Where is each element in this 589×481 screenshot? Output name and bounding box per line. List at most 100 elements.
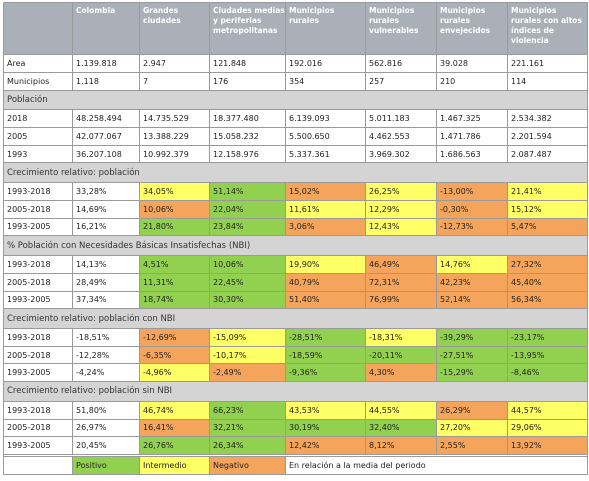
table-cell: 15,12% — [507, 199, 588, 219]
table-row: 2005-2018 -12,28% -6,35% -10,17% -18,59% -20,… — [3, 345, 588, 365]
table-cell: -18,59% — [285, 345, 366, 365]
legend-note: En relación a la media del periodo — [285, 455, 588, 476]
table-row: Área 1.139.818 2.947 121.848 192.016 562.816 3… — [3, 54, 588, 73]
table-cell: -15,09% — [209, 327, 286, 347]
table-cell: 14,76% — [436, 254, 508, 274]
table-row: 1993-2005 37,34% 18,74% 30,30% 51,40% 76,99% 5… — [3, 290, 588, 310]
table-row: 1993-2018 51,80% 46,74% 66,23% 43,53% 44,55% 2… — [3, 400, 588, 420]
table-cell: 1.139.818 — [72, 54, 140, 73]
table-cell: 40,79% — [285, 272, 366, 292]
table-cell: -18,51% — [72, 327, 140, 347]
legend-intermediate: Intermedio — [139, 455, 210, 476]
table-cell: -6,35% — [139, 345, 210, 365]
table-cell: 19,90% — [285, 254, 366, 274]
table-cell: 44,55% — [365, 400, 437, 420]
table-cell: 1.471.786 — [436, 126, 508, 146]
table-cell: 30,19% — [285, 418, 366, 438]
table-cell: -8,46% — [507, 363, 588, 383]
table-cell: 27,20% — [436, 418, 508, 438]
table-cell: 3,06% — [285, 217, 366, 237]
table-row: 2005-2018 14,69% 10,06% 22,04% 11,61% 12,29% -… — [3, 199, 588, 219]
table-cell: -27,51% — [436, 345, 508, 365]
header-cell-grandes-ciudades: Grandes ciudades — [139, 2, 210, 55]
table-cell: -4,24% — [72, 363, 140, 383]
table-cell: 562.816 — [365, 54, 437, 73]
section-title: % Población con Necesidades Básicas Insa… — [3, 235, 588, 256]
row-label: Municipios — [3, 71, 73, 91]
row-label: 1993-2005 — [3, 290, 73, 310]
table-cell: 7 — [139, 71, 210, 91]
row-label: 2005-2018 — [3, 199, 73, 219]
table-cell: 1.118 — [72, 71, 140, 91]
row-label: 1993 — [3, 144, 73, 164]
header-row: Colombia Grandes ciudades Ciudades media… — [3, 2, 588, 55]
table-cell: 29,06% — [507, 418, 588, 438]
table-row: 1993-2018 -18,51% -12,69% -15,09% -28,51% -18… — [3, 327, 588, 347]
table-cell: 30,30% — [209, 290, 286, 310]
table-row: 2005-2018 28,49% 11,31% 22,45% 40,79% 72,31% 4… — [3, 272, 588, 292]
table-cell: 2.947 — [139, 54, 210, 73]
table-cell: 51,14% — [209, 182, 286, 201]
table-cell: 45,40% — [507, 272, 588, 292]
table-cell: 42.077.067 — [72, 126, 140, 146]
table-cell: -0,30% — [436, 199, 508, 219]
table-cell: 4,30% — [365, 363, 437, 383]
table-cell: 21,41% — [507, 182, 588, 201]
table-cell: 46,74% — [139, 400, 210, 420]
table-row: 1993-2018 14,13% 4,51% 10,06% 19,90% 46,49% 14… — [3, 254, 588, 274]
table-cell: -4,96% — [139, 363, 210, 383]
table-row: 2005-2018 26,97% 16,41% 32,21% 30,19% 32,40% 2… — [3, 418, 588, 438]
table-cell: 14.735.529 — [139, 109, 210, 128]
table-cell: 26,97% — [72, 418, 140, 438]
table-cell: -12,69% — [139, 327, 210, 347]
table-cell: -12,73% — [436, 217, 508, 237]
table-cell: -9,36% — [285, 363, 366, 383]
header-cell-rurales-violencia: Municipios rurales con altos índices de … — [507, 2, 588, 55]
table-row: 1993-2005 -4,24% -4,96% -2,49% -9,36% 4,30% -1… — [3, 363, 588, 383]
section-title: Crecimiento relativo: población sin NBI — [3, 381, 588, 402]
section-title: Población — [3, 89, 588, 111]
row-label: 1993-2018 — [3, 182, 73, 201]
table-cell: 22,04% — [209, 199, 286, 219]
table-cell: 221.161 — [507, 54, 588, 73]
header-cell-colombia: Colombia — [72, 2, 140, 55]
legend-negative: Negativo — [209, 455, 286, 476]
row-label: 1993-2018 — [3, 400, 73, 420]
table-cell: 16,21% — [72, 217, 140, 237]
table-cell: 52,14% — [436, 290, 508, 310]
table-cell: 12,43% — [365, 217, 437, 237]
table-cell: 37,34% — [72, 290, 140, 310]
row-label: Área — [3, 54, 73, 73]
section-header-row: Crecimiento relativo: población sin NBI — [3, 381, 588, 402]
table-cell: -15,29% — [436, 363, 508, 383]
row-label: 1993-2005 — [3, 217, 73, 237]
table-cell: -12,28% — [72, 345, 140, 365]
table-cell: 5.500.650 — [285, 126, 366, 146]
table-cell: -18,31% — [365, 327, 437, 347]
row-label: 2005 — [3, 126, 73, 146]
table-cell: 4,51% — [139, 254, 210, 274]
row-label: 2005-2018 — [3, 418, 73, 438]
table-cell: -39,29% — [436, 327, 508, 347]
table-cell: 3.969.302 — [365, 144, 437, 164]
table-cell: 28,49% — [72, 272, 140, 292]
row-label: 1993-2005 — [3, 363, 73, 383]
table-cell: 12.158.976 — [209, 144, 286, 164]
table-cell: 18.377.480 — [209, 109, 286, 128]
table-cell: 76,99% — [365, 290, 437, 310]
table-cell: 27,32% — [507, 254, 588, 274]
table-cell: 1.467.325 — [436, 109, 508, 128]
table-cell: 257 — [365, 71, 437, 91]
table-cell: -28,51% — [285, 327, 366, 347]
table-cell: 14,13% — [72, 254, 140, 274]
table-cell: 56,34% — [507, 290, 588, 310]
header-cell-corner — [3, 2, 73, 55]
header-cell-ciudades-medias: Ciudades medias y periferias metropolita… — [209, 2, 286, 55]
table-cell: 16,41% — [139, 418, 210, 438]
section-title: Crecimiento relativo: población con NBI — [3, 308, 588, 329]
table-cell: 44,57% — [507, 400, 588, 420]
table-cell: 10,06% — [209, 254, 286, 274]
table-cell: 26,29% — [436, 400, 508, 420]
table-row: 2005 42.077.067 13.388.229 15.058.232 5.500.… — [3, 126, 588, 146]
nbi-comparison-table: Colombia Grandes ciudades Ciudades media… — [3, 2, 588, 476]
